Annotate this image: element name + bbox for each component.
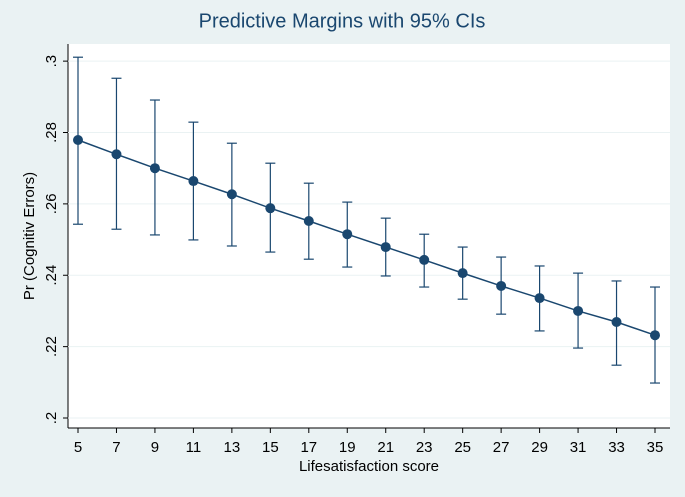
x-tick-label: 35 (647, 439, 664, 456)
x-tick-label: 11 (186, 439, 202, 456)
x-tick-label: 23 (416, 439, 433, 456)
line (77, 139, 656, 336)
x-tick-label: 15 (262, 439, 279, 456)
x-axis-title: Lifesatisfaction score (299, 458, 439, 475)
point (149, 163, 160, 174)
y-axis-title: Pr (Cognitiv Errors) (21, 172, 38, 300)
point (303, 216, 314, 227)
point (457, 268, 468, 279)
point (496, 280, 507, 291)
point (111, 149, 122, 160)
x-tick-label: 31 (570, 439, 587, 456)
x-tick-label: 9 (151, 439, 159, 456)
y-tick-label: .24 (43, 265, 60, 286)
plot-area (68, 44, 670, 428)
point (649, 330, 660, 341)
x-tick-label: 5 (74, 439, 82, 456)
y-tick-label: .22 (43, 336, 60, 357)
y-tick-label: .26 (43, 193, 60, 214)
point (380, 242, 391, 253)
chart-title: Predictive Margins with 95% CIs (199, 10, 486, 32)
x-tick-label: 27 (493, 439, 510, 456)
point (73, 135, 84, 145)
point (611, 317, 622, 328)
x-tick-label: 21 (377, 439, 394, 456)
point (265, 203, 276, 214)
x-tick-label: 7 (112, 439, 120, 456)
point (419, 254, 430, 265)
point (226, 189, 237, 200)
point (534, 293, 545, 304)
point (342, 229, 353, 240)
y-tick-label: .2 (43, 412, 60, 425)
point (573, 305, 584, 316)
y-tick-label: .28 (43, 122, 60, 143)
y-tick-label: .3 (43, 55, 60, 68)
x-tick-label: 25 (454, 439, 471, 456)
x-tick-label: 13 (224, 439, 241, 456)
x-tick-label: 19 (339, 439, 356, 456)
x-tick-label: 33 (608, 439, 625, 456)
x-tick-label: 29 (531, 439, 548, 456)
x-tick-label: 17 (300, 439, 317, 456)
point (188, 176, 199, 187)
